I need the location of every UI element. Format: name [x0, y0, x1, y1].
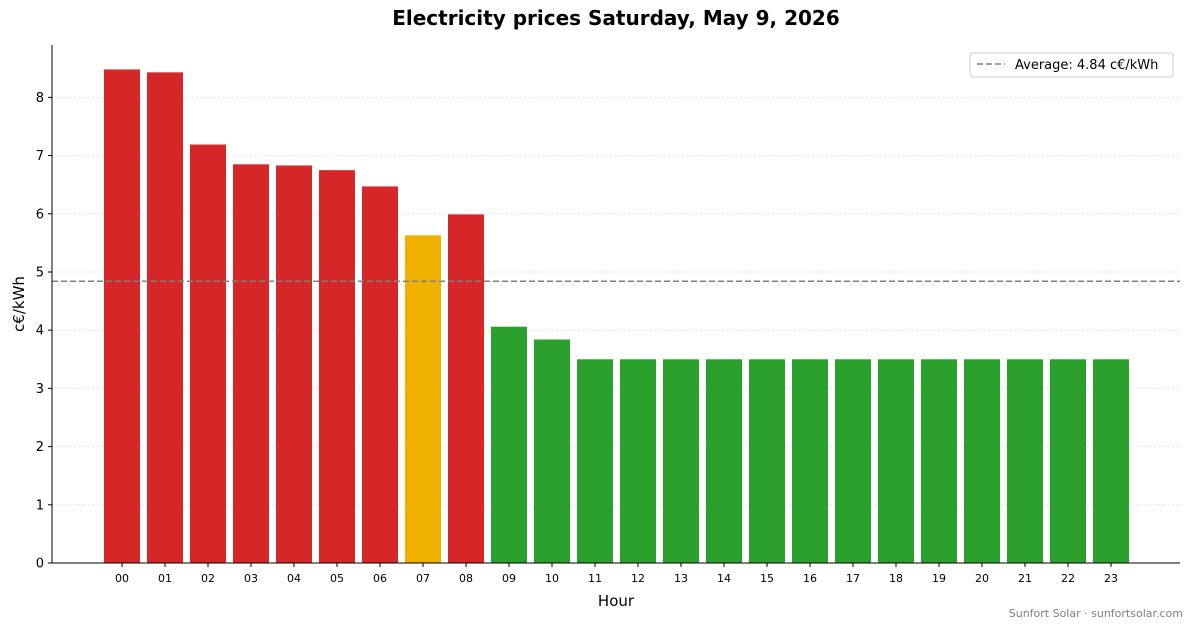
bar-11	[577, 359, 613, 563]
y-tick-label: 0	[36, 557, 44, 572]
bar-23	[1093, 359, 1129, 563]
y-tick-label: 6	[36, 207, 44, 222]
bar-21	[1007, 359, 1043, 563]
y-tick-label: 1	[36, 498, 44, 513]
x-tick-label: 06	[373, 572, 387, 585]
x-tick-label: 09	[502, 572, 516, 585]
x-tick-label: 01	[158, 572, 172, 585]
x-tick-label: 13	[674, 572, 688, 585]
x-tick-label: 02	[201, 572, 215, 585]
bar-22	[1050, 359, 1086, 563]
footer-credit: Sunfort Solar · sunfortsolar.com	[1009, 607, 1183, 620]
y-axis-label: c€/kWh	[10, 276, 28, 332]
bar-01	[147, 72, 183, 564]
x-tick-label: 07	[416, 572, 430, 585]
bar-02	[190, 144, 226, 563]
legend-average-label: Average: 4.84 c€/kWh	[1015, 58, 1158, 73]
x-tick-label: 04	[287, 572, 301, 585]
y-tick-label: 5	[36, 265, 44, 280]
bar-14	[706, 359, 742, 563]
x-tick-label: 18	[889, 572, 903, 585]
bar-10	[534, 339, 570, 563]
bar-17	[835, 359, 871, 563]
x-tick-label: 19	[932, 572, 946, 585]
x-tick-label: 03	[244, 572, 258, 585]
bar-16	[792, 359, 828, 563]
x-tick-label: 11	[588, 572, 602, 585]
bar-04	[276, 165, 312, 564]
y-ticks: 0 1 2 3 4 5 6 7 8	[36, 91, 52, 572]
bar-08	[448, 214, 484, 564]
bar-06	[362, 186, 398, 563]
x-tick-label: 05	[330, 572, 344, 585]
bar-15	[749, 359, 785, 563]
bar-20	[964, 359, 1000, 563]
bar-05	[319, 170, 355, 563]
x-tick-label: 23	[1104, 572, 1118, 585]
bar-09	[491, 326, 527, 563]
legend-box	[969, 52, 1174, 78]
x-ticks: 00 01 02 03 04 05 06 07 08 09 10 11 12 13 14 15 16 17 18 19…	[115, 563, 1118, 585]
y-tick-label: 2	[36, 440, 44, 455]
x-tick-label: 15	[760, 572, 774, 585]
x-tick-label: 08	[459, 572, 473, 585]
x-tick-label: 14	[717, 572, 731, 585]
bar-12	[620, 359, 656, 563]
bar-03	[233, 164, 269, 563]
bar-18	[878, 359, 914, 563]
x-tick-label: 20	[975, 572, 989, 585]
x-axis-label: Hour	[598, 592, 635, 610]
x-tick-label: 12	[631, 572, 645, 585]
chart-title: Electricity prices Saturday, May 9, 2026	[392, 6, 840, 30]
x-tick-label: 17	[846, 572, 860, 585]
y-tick-label: 4	[36, 324, 44, 339]
y-tick-label: 7	[36, 149, 44, 164]
legend: Average: 4.84 c€/kWh	[969, 52, 1174, 78]
bar-13	[663, 359, 699, 563]
bar-00	[104, 69, 140, 563]
bar-19	[921, 359, 957, 563]
y-tick-label: 3	[36, 382, 44, 397]
x-tick-label: 16	[803, 572, 817, 585]
bar-07	[405, 235, 441, 563]
x-tick-label: 22	[1061, 572, 1075, 585]
x-tick-label: 21	[1018, 572, 1032, 585]
bars	[104, 69, 1129, 564]
axes	[51, 45, 1180, 564]
x-tick-label: 00	[115, 572, 129, 585]
y-tick-label: 8	[36, 91, 44, 106]
x-tick-label: 10	[545, 572, 559, 585]
